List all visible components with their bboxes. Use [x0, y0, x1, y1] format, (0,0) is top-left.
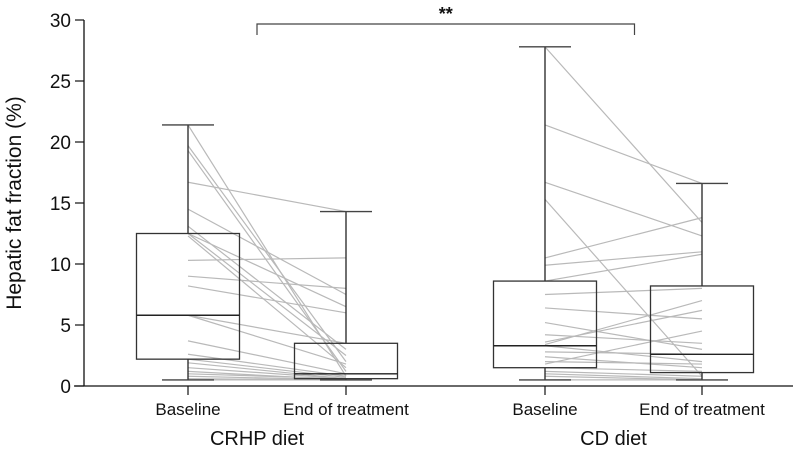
- boxplot-cd-end: [649, 182, 755, 381]
- y-tick-label: 10: [50, 255, 71, 276]
- paired-line: [544, 361, 703, 365]
- group-label-cd: CD diet: [580, 428, 647, 450]
- paired-line: [187, 150, 347, 372]
- y-tick-label: 20: [50, 133, 71, 154]
- y-axis-label: Hepatic fat fraction (%): [3, 96, 26, 310]
- significance-bracket: [256, 23, 636, 35]
- y-tick-label: 25: [50, 72, 71, 93]
- paired-line: [187, 181, 347, 213]
- paired-line: [544, 370, 703, 377]
- significance-stars: **: [439, 4, 453, 24]
- paired-line: [187, 257, 347, 261]
- paired-line: [544, 321, 703, 350]
- paired-line: [544, 181, 703, 237]
- paired-line: [187, 373, 347, 380]
- boxplot-crhp-baseline: [135, 124, 241, 381]
- x-tick-label: Baseline: [155, 400, 220, 419]
- paired-line: [187, 285, 347, 314]
- boxes-layer: [135, 46, 755, 381]
- y-tick-label: 0: [60, 377, 71, 398]
- significance-annotation: **: [256, 4, 636, 35]
- paired-line: [187, 233, 347, 356]
- iqr-box: [492, 280, 598, 369]
- paired-line: [187, 362, 347, 380]
- paired-line: [187, 235, 347, 369]
- paired-line: [544, 287, 703, 296]
- paired-lines-layer: [187, 46, 703, 381]
- y-tick-label: 30: [50, 11, 71, 32]
- boxplot-cd-baseline: [492, 46, 598, 381]
- paired-line: [544, 124, 703, 185]
- paired-line: [544, 330, 703, 365]
- paired-line: [544, 375, 703, 381]
- paired-line: [187, 208, 347, 296]
- paired-line: [544, 345, 703, 363]
- paired-line: [544, 46, 703, 223]
- x-tick-label: End of treatment: [283, 400, 409, 419]
- paired-line: [544, 251, 703, 266]
- group-label-crhp: CRHP diet: [210, 428, 305, 450]
- paired-line: [187, 367, 347, 380]
- paired-line: [544, 307, 703, 320]
- iqr-box: [293, 342, 399, 380]
- paired-line: [187, 314, 347, 344]
- paired-line: [187, 145, 347, 362]
- iqr-box: [649, 285, 755, 374]
- paired-line: [187, 225, 347, 350]
- y-tick-label: 5: [60, 316, 71, 337]
- boxplot-crhp-end: [293, 210, 399, 381]
- paired-line: [187, 232, 347, 308]
- paired-line: [544, 373, 703, 380]
- paired-line: [187, 275, 347, 289]
- x-ticks: Baseline End of treatment Baseline End of t…: [155, 386, 765, 419]
- y-ticks: 0 5 10 15 20 25 30: [50, 11, 84, 398]
- paired-line: [544, 217, 703, 259]
- paired-line: [544, 300, 703, 346]
- paired-line: [544, 198, 703, 377]
- x-tick-label: End of treatment: [639, 400, 765, 419]
- paired-line: [544, 253, 703, 282]
- paired-line: [187, 340, 347, 375]
- y-tick-label: 15: [50, 194, 71, 215]
- iqr-box: [135, 232, 241, 360]
- paired-line: [187, 314, 347, 365]
- x-tick-label: Baseline: [512, 400, 577, 419]
- paired-line: [187, 353, 347, 377]
